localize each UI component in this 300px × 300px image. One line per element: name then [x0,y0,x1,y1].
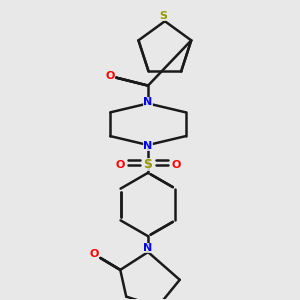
Text: O: O [90,249,99,259]
Text: O: O [116,160,125,170]
Text: O: O [171,160,180,170]
Text: S: S [143,158,152,171]
Text: N: N [143,141,153,151]
Text: N: N [143,98,153,107]
Text: S: S [159,11,167,21]
Text: N: N [143,243,153,253]
Text: O: O [106,71,115,81]
